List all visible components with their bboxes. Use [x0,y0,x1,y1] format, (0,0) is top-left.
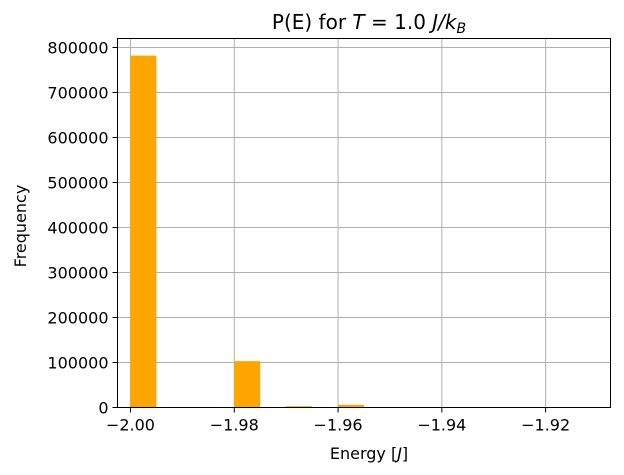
x-axis-ticks: −2.00 −1.98 −1.96 −1.94 −1.92 [106,407,570,435]
y-tick-label: 800000 [47,39,108,58]
histogram-bar [286,406,313,408]
histogram-bar [130,55,157,408]
y-tick-label: 700000 [47,84,108,103]
plot-frame [117,38,611,408]
y-tick-label: 0 [98,399,108,418]
bars [130,55,364,408]
chart-title: P(E) for T = 1.0 J/kB [272,10,466,37]
x-tick-label: −1.98 [210,416,259,435]
x-tick-label: −2.00 [106,416,155,435]
y-tick-label: 300000 [47,264,108,283]
y-axis-ticks: 0 100000 200000 300000 400000 500000 600000 700… [47,39,118,418]
y-tick-label: 500000 [47,174,108,193]
y-tick-label: 100000 [47,354,108,373]
x-tick-label: −1.94 [417,416,466,435]
y-tick-label: 200000 [47,309,108,328]
y-tick-label: 600000 [47,129,108,148]
x-tick-label: −1.92 [521,416,570,435]
y-tick-label: 400000 [47,219,108,238]
y-axis-label: Frequency [11,185,30,268]
grid-lines [117,38,611,408]
histogram-bar [338,404,364,408]
histogram-bar [234,361,261,408]
x-axis-label: Energy [J] [330,444,408,463]
x-tick-label: −1.96 [314,416,363,435]
